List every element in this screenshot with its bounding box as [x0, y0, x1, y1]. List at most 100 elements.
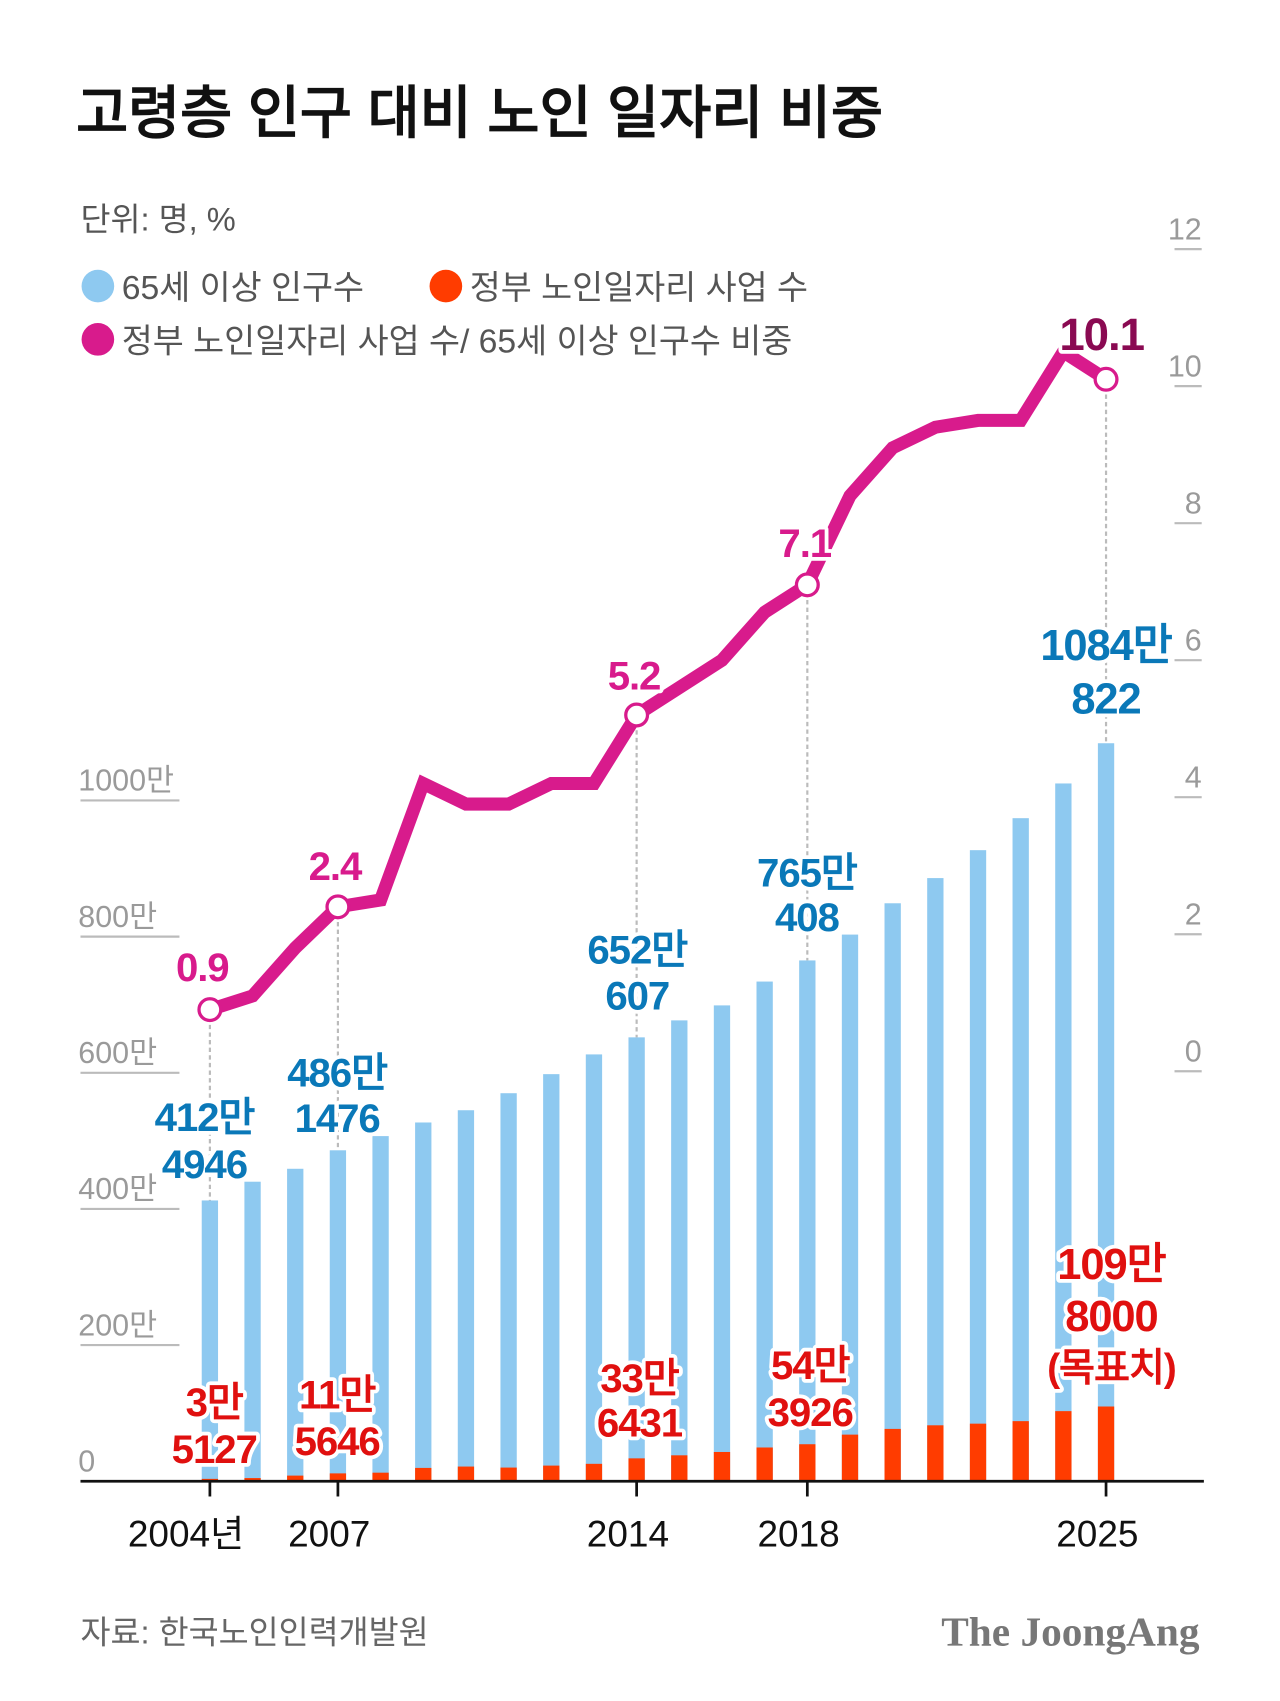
right-axis: 0 2 4 6 8 10 12: [1168, 212, 1202, 1073]
x-tick-label: 2004년: [128, 1514, 244, 1555]
jobs-label-2007-a: 11만: [299, 1372, 376, 1417]
ratio-label-2014: 5.2: [608, 654, 661, 699]
jobs-bar: [756, 1447, 773, 1482]
left-tick-label: 0: [78, 1444, 95, 1478]
jobs-bar: [415, 1467, 432, 1482]
left-axis: 0 200만 400만 600만 800만 1000만: [78, 764, 180, 1478]
jobs-label-2025-a: 109만: [1057, 1241, 1166, 1289]
jobs-bar: [372, 1472, 389, 1482]
ratio-point-marker: [794, 572, 820, 598]
population-bar: [927, 878, 944, 1482]
pop-label-2004-a: 412만: [155, 1095, 256, 1140]
jobs-bar: [841, 1434, 859, 1482]
right-tick-label: 8: [1185, 486, 1202, 520]
ratio-point-marker: [325, 894, 351, 920]
jobs-bar: [329, 1473, 347, 1482]
pop-label-2025-b: 822: [1071, 675, 1140, 723]
population-bar: [329, 1150, 347, 1482]
guide-lines: [208, 379, 1108, 1201]
population-bar: [372, 1136, 389, 1482]
x-tick-label: 2025: [1056, 1514, 1138, 1555]
legend-swatch-population: [81, 269, 115, 303]
pop-label-2018-b: 408: [775, 895, 840, 940]
left-tick-label: 600만: [78, 1036, 157, 1070]
population-bar: [201, 1200, 219, 1482]
jobs-bar: [244, 1478, 261, 1482]
left-tick-label: 1000만: [78, 764, 174, 798]
right-tick-label: 6: [1185, 623, 1202, 657]
population-bar: [543, 1074, 560, 1482]
population-bar: [628, 1037, 645, 1482]
population-bar: [884, 903, 901, 1482]
x-tick-label: 2014: [587, 1514, 669, 1555]
right-tick-label: 10: [1168, 349, 1202, 383]
jobs-bar: [1055, 1411, 1072, 1482]
ratio-label-2004: 0.9: [176, 945, 229, 990]
jobs-bar: [713, 1451, 731, 1482]
unit-label: 단위: 명, %: [80, 201, 235, 238]
legend-label-jobs: 정부 노인일자리 사업 수: [470, 269, 808, 307]
population-bar: [969, 850, 987, 1482]
pop-label-2014-b: 607: [605, 973, 669, 1018]
ratio-label-2025: 10.1: [1059, 309, 1144, 360]
jobs-label-2004-b: 5127: [172, 1427, 257, 1472]
pop-label-2007-a: 486만: [287, 1050, 388, 1095]
population-bar: [1097, 743, 1115, 1482]
jobs-bar: [1097, 1406, 1115, 1482]
right-tick-label: 4: [1185, 760, 1202, 794]
population-bar: [287, 1168, 304, 1482]
jobs-bar: [287, 1475, 304, 1482]
ratio-line-path: [207, 342, 1110, 1016]
population-bar: [671, 1020, 688, 1482]
brand-logo: The JoongAng: [941, 1608, 1200, 1654]
left-tick-label: 800만: [78, 900, 157, 934]
x-tick-label: 2007: [288, 1514, 370, 1555]
jobs-label-2025-target: (목표치): [1047, 1347, 1176, 1390]
jobs-label-2004-a: 3만: [186, 1380, 244, 1425]
pop-label-2014-a: 652만: [587, 928, 688, 973]
ratio-label-2007: 2.4: [309, 844, 363, 889]
jobs-bar: [500, 1467, 517, 1482]
x-axis: 2004년 2007 2014 2018 2025: [80, 1479, 1204, 1555]
jobs-label-2025-b: 8000: [1065, 1293, 1157, 1341]
bars: [201, 743, 1115, 1482]
legend-label-ratio: 정부 노인일자리 사업 수/ 65세 이상 인구수 비중: [122, 322, 793, 360]
right-tick-label: 12: [1168, 212, 1202, 246]
pop-label-2004-b: 4946: [162, 1142, 247, 1187]
source-note: 자료: 한국노인인력개발원: [80, 1613, 428, 1650]
right-tick-label: 2: [1185, 897, 1202, 931]
right-tick-label: 0: [1185, 1034, 1202, 1068]
population-bar: [713, 1005, 731, 1482]
legend-swatch-jobs: [429, 269, 463, 303]
jobs-label-2014-a: 33만: [600, 1356, 680, 1401]
population-bar: [585, 1054, 603, 1482]
jobs-bar: [799, 1444, 816, 1482]
ratio-line: [197, 342, 1119, 1023]
jobs-label-2014-b: 6431: [597, 1401, 683, 1446]
pop-label-2018-a: 765만: [757, 850, 858, 895]
pop-label-2025-a: 1084만: [1040, 622, 1172, 670]
jobs-bar: [585, 1463, 603, 1482]
population-bar: [756, 981, 773, 1482]
left-tick-label: 200만: [78, 1308, 157, 1342]
x-tick-label: 2018: [757, 1514, 839, 1555]
ratio-point-marker: [197, 997, 223, 1023]
ratio-point-marker: [624, 702, 650, 728]
jobs-bar: [1012, 1421, 1029, 1482]
chart-title: 고령층 인구 대비 노인 일자리 비중: [76, 82, 883, 145]
jobs-label-2018-a: 54만: [771, 1343, 851, 1388]
jobs-bar: [457, 1466, 475, 1482]
jobs-label-2018-b: 3926: [768, 1390, 853, 1435]
jobs-bar: [543, 1465, 560, 1482]
pop-label-2007-b: 1476: [295, 1096, 380, 1141]
population-bar: [799, 960, 816, 1482]
population-bar: [1012, 818, 1029, 1482]
jobs-label-2007-b: 5646: [295, 1419, 380, 1464]
jobs-bar: [628, 1458, 645, 1482]
population-bar: [457, 1110, 475, 1482]
legend: 65세 이상 인구수 정부 노인일자리 사업 수 정부 노인일자리 사업 수/ …: [81, 269, 808, 360]
population-bar: [841, 934, 859, 1482]
jobs-bar: [927, 1425, 944, 1482]
jobs-bar: [969, 1423, 987, 1482]
